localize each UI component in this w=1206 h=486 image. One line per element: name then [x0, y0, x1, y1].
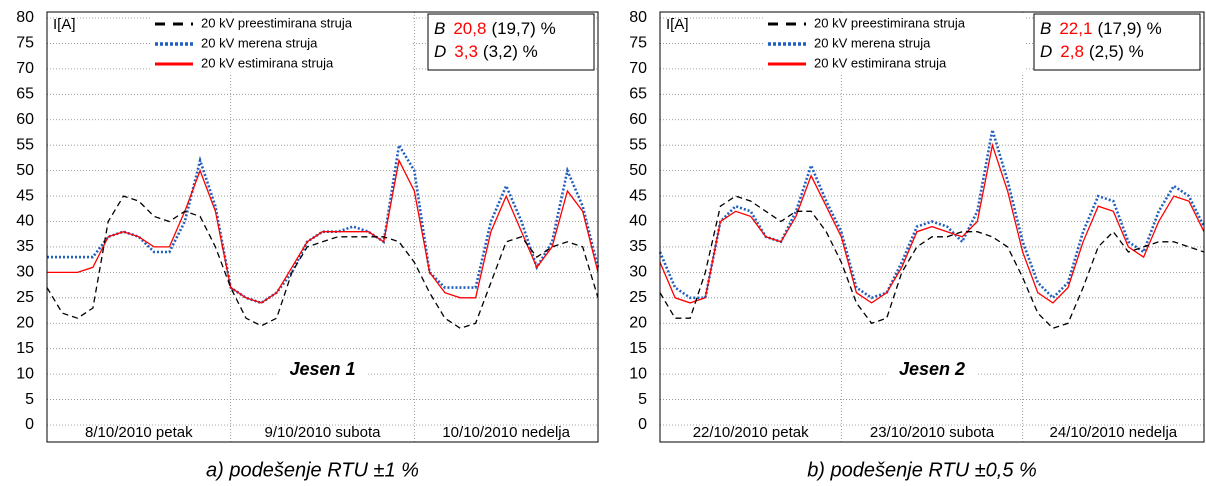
y-tick-label: 40 [629, 213, 647, 230]
x-tick-label: 10/10/2010 nedelja [442, 424, 570, 441]
stat-base: (17,9) % [1097, 19, 1161, 38]
stat-line: B 22,1 (17,9) % [1040, 19, 1162, 38]
y-tick-label: 25 [16, 289, 34, 306]
y-tick-label: 5 [638, 391, 647, 408]
y-tick-label: 35 [16, 238, 34, 255]
y-tick-label: 55 [629, 136, 647, 153]
y-tick-label: 50 [629, 162, 647, 179]
y-tick-label: 30 [16, 264, 34, 281]
y-tick-label: 65 [629, 86, 647, 103]
y-tick-label: 55 [16, 136, 34, 153]
stat-base: (2,5) % [1089, 42, 1144, 61]
stat-label: D [1040, 42, 1052, 61]
annotation: Jesen 2 [899, 359, 965, 379]
y-tick-label: 15 [629, 340, 647, 357]
stat-line: B 20,8 (19,7) % [434, 19, 556, 38]
y-tick-label: 0 [638, 416, 647, 433]
stat-label: D [434, 42, 446, 61]
plot-frame [659, 11, 1205, 443]
legend-label: 20 kV merena struja [201, 35, 318, 50]
x-tick-label: 23/10/2010 subota [870, 424, 995, 441]
stat-value: 2,8 [1060, 42, 1084, 61]
stat-value: 20,8 [453, 19, 486, 38]
stat-line: D 2,8 (2,5) % [1040, 42, 1144, 61]
stat-value: 22,1 [1059, 19, 1092, 38]
y-tick-label: 45 [16, 187, 34, 204]
y-tick-label: 75 [16, 35, 34, 52]
stat-value: 3,3 [454, 42, 478, 61]
y-tick-label: 5 [25, 391, 34, 408]
plot-frame [46, 11, 599, 443]
stat-line: D 3,3 (3,2) % [434, 42, 538, 61]
legend-label: 20 kV estimirana struja [814, 55, 947, 70]
y-tick-label: 20 [629, 314, 647, 331]
y-tick-label: 20 [16, 314, 34, 331]
y-tick-label: 0 [25, 416, 34, 433]
series-line [659, 142, 1205, 304]
legend-bg [151, 14, 413, 74]
y-tick-label: 75 [629, 35, 647, 52]
stat-label: B [434, 19, 445, 38]
x-tick-label: 22/10/2010 petak [693, 424, 809, 441]
legend-label: 20 kV preestimirana struja [814, 15, 966, 30]
series-line [46, 195, 599, 330]
stat-label: B [1040, 19, 1051, 38]
legend-bg [764, 14, 1026, 74]
stat-base: (19,7) % [491, 19, 555, 38]
stat-base: (3,2) % [483, 42, 538, 61]
y-tick-label: 80 [16, 9, 34, 26]
series-line [659, 195, 1205, 330]
y-tick-label: 10 [16, 365, 34, 382]
y-tick-label: 10 [629, 365, 647, 382]
y-axis-label: I[A] [666, 16, 689, 33]
legend-label: 20 kV preestimirana struja [201, 15, 353, 30]
annotation-bg [887, 358, 977, 382]
x-tick-label: 8/10/2010 petak [85, 424, 193, 441]
legend-label: 20 kV estimirana struja [201, 55, 334, 70]
y-tick-label: 65 [16, 86, 34, 103]
y-tick-label: 35 [629, 238, 647, 255]
y-axis-label: I[A] [53, 16, 76, 33]
legend-label: 20 kV merena struja [814, 35, 931, 50]
annotation: Jesen 1 [289, 359, 355, 379]
y-tick-label: 30 [629, 264, 647, 281]
y-tick-label: 80 [629, 9, 647, 26]
y-tick-label: 15 [16, 340, 34, 357]
y-tick-label: 40 [16, 213, 34, 230]
annotation-bg [277, 358, 368, 382]
series-line [658, 129, 1206, 300]
y-tick-label: 70 [16, 60, 34, 77]
x-tick-label: 9/10/2010 subota [265, 424, 382, 441]
series-line [47, 158, 599, 304]
caption: b) podešenje RTU ±0,5 % [807, 459, 1037, 481]
x-tick-label: 24/10/2010 nedelja [1050, 424, 1178, 441]
y-tick-label: 70 [629, 60, 647, 77]
stats-box [427, 13, 595, 71]
y-tick-label: 25 [629, 289, 647, 306]
stats-box [1033, 13, 1201, 71]
caption: a) podešenje RTU ±1 % [206, 459, 419, 481]
series-line [47, 141, 600, 305]
y-tick-label: 60 [629, 111, 647, 128]
y-tick-label: 50 [16, 162, 34, 179]
y-tick-label: 45 [629, 187, 647, 204]
y-tick-label: 60 [16, 111, 34, 128]
